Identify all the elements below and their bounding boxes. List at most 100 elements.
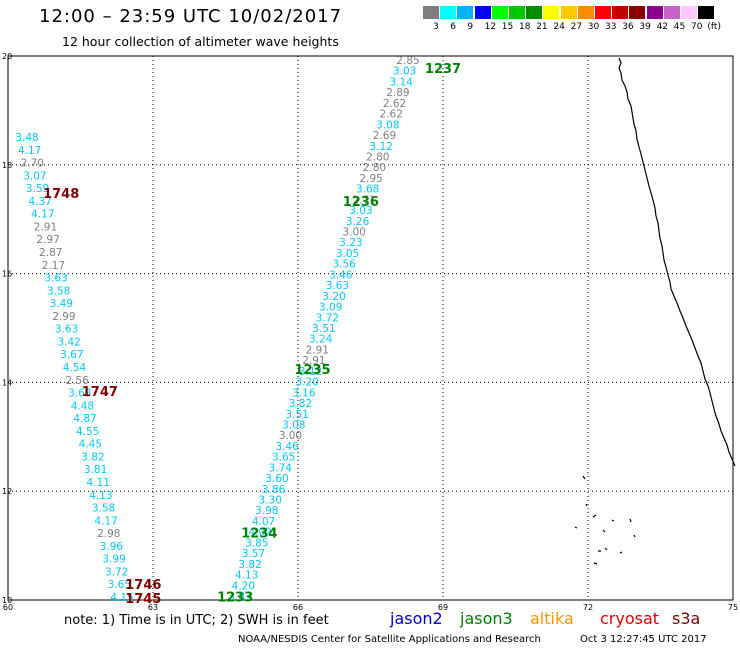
colorbar-swatch: [491, 6, 508, 19]
satellite-legend-item: s3a: [672, 609, 701, 628]
wave-height-value: 3.85: [245, 537, 268, 549]
wave-height-value: 3.68: [356, 184, 379, 196]
wave-height-value: 3.86: [262, 484, 286, 496]
wave-height-value: 3.07: [23, 170, 46, 182]
colorbar-label: 33: [605, 22, 617, 32]
wave-height-value: 3.81: [84, 464, 107, 476]
wave-height-value: 4.48: [71, 400, 94, 412]
wave-height-value: 3.72: [316, 312, 339, 324]
colorbar-label: 15: [501, 22, 514, 32]
wave-height-value: 3.72: [105, 566, 128, 578]
wave-height-value: 3.03: [349, 205, 372, 217]
wave-height-value: 2.91: [302, 355, 325, 367]
wave-height-value: 3.12: [369, 141, 392, 153]
colorbar-label: 21: [536, 22, 548, 32]
wave-height-value: 3.87: [228, 591, 251, 603]
wave-height-value: 3.16: [292, 387, 316, 399]
lat-tick-label: 20: [2, 52, 12, 61]
colorbar-label: 45: [673, 22, 686, 32]
pass-label: 1236: [343, 195, 379, 210]
wave-height-value: 2.91: [306, 344, 329, 356]
map-frame: [7, 55, 734, 601]
wave-height-value: 2.17: [42, 260, 65, 272]
wave-height-value: 3.59: [26, 183, 49, 195]
colorbar-label: 6: [450, 22, 456, 32]
colorbar-label: 3: [433, 22, 439, 32]
wave-height-value: 3.14: [390, 76, 414, 88]
wave-height-value: 3.96: [100, 541, 124, 553]
lat-tick-label: 18: [2, 161, 12, 170]
wave-height-value: 2.87: [39, 247, 62, 259]
colorbar-unit-label: (ft): [707, 22, 721, 32]
wave-height-value: 2.80: [363, 162, 386, 174]
colorbar-swatch: [474, 6, 491, 19]
wave-height-value: 3.51: [285, 409, 308, 421]
wave-height-value: 3.63: [326, 280, 349, 292]
wave-height-value: 4.37: [28, 196, 51, 208]
colorbar-label: 36: [622, 22, 634, 32]
wave-height-value: 3.63: [44, 273, 67, 285]
colorbar-swatch: [612, 6, 629, 19]
colorbar-swatch: [595, 6, 611, 19]
colorbar-swatch: [577, 6, 594, 19]
lon-tick-label: 60: [3, 603, 13, 610]
wave-height-value: 2.70: [21, 158, 44, 170]
colorbar-label: 24: [553, 22, 565, 32]
wave-height-value: 4.20: [232, 580, 255, 592]
wave-height-value: 3.08: [376, 119, 399, 131]
wave-height-value: 3.57: [242, 548, 265, 560]
wave-height-value: 2.98: [97, 528, 120, 540]
wave-height-value: 2.89: [386, 87, 409, 99]
wave-height-value: 3.65: [108, 579, 131, 591]
wave-height-value: 4.13: [235, 570, 258, 582]
colorbar-swatch: [457, 6, 474, 19]
wave-height-value: 3.26: [346, 216, 370, 228]
wave-height-value: 3.56: [332, 259, 356, 271]
wave-height-value: 3.74: [269, 462, 293, 474]
colorbar-label: 12: [484, 22, 497, 32]
wave-height-value: 3.46: [275, 441, 299, 453]
wave-height-value: 2.62: [380, 109, 403, 121]
wave-height-value: 3.82: [289, 398, 312, 410]
wave-height-value: 2.71: [353, 194, 376, 206]
track-1237: 2.853.033.142.892.622.623.082.693.122.80…: [228, 55, 419, 603]
wave-height-value: 4.13: [89, 490, 112, 502]
colorbar-swatch: [663, 6, 680, 19]
colorbar-label: 27: [570, 22, 583, 32]
india-west-coast: [618, 57, 736, 467]
colorbar-swatch: [646, 6, 663, 19]
lon-tick-label: 66: [293, 603, 303, 610]
wave-height-value: 4.17: [18, 145, 41, 157]
colorbar-swatch: [543, 6, 560, 19]
satellite-legend-item: jason3: [460, 609, 513, 628]
colorbar-label: 39: [639, 22, 651, 32]
satellite-legend-item: altika: [530, 609, 574, 628]
footer-credit: NOAA/NESDIS Center for Satellite Applica…: [238, 634, 541, 645]
pass-label: 1745: [125, 592, 161, 607]
lon-tick-label: 63: [148, 603, 158, 610]
wave-height-value: 4.17: [31, 209, 54, 221]
wave-height-value: 3.24: [309, 334, 333, 346]
wave-height-value: 2.56: [65, 375, 89, 387]
footer-timestamp: Oct 3 12:27:45 UTC 2017: [580, 634, 707, 645]
wave-height-value: 4.55: [76, 426, 99, 438]
wave-height-value: 3.46: [329, 269, 353, 281]
wave-height-map: 2.853.033.142.892.622.623.082.693.122.80…: [2, 52, 738, 610]
colorbar-label: 30: [587, 22, 600, 32]
colorbar-label: 70: [691, 22, 703, 32]
wave-height-value: 3.51: [312, 323, 335, 335]
wave-height-value: 2.62: [383, 98, 406, 110]
wave-height-value: 3.65: [272, 452, 295, 464]
track-1748: 3.484.172.703.073.594.374.172.912.972.87…: [15, 132, 133, 604]
pass-label: 1233: [217, 590, 253, 605]
wave-height-value: 4.45: [79, 439, 102, 451]
wave-height-value: 2.91: [34, 221, 57, 233]
lon-tick-label: 75: [728, 603, 738, 610]
axis-labels: 60 63 66 69 72 75 10 12 14 16 18 20: [2, 52, 738, 610]
coastline: [574, 57, 736, 565]
satellite-legend-item: jason2: [390, 609, 443, 628]
lat-tick-label: 16: [2, 270, 12, 279]
colorbar-swatch: [526, 6, 543, 19]
colorbar-swatch: [681, 6, 697, 19]
